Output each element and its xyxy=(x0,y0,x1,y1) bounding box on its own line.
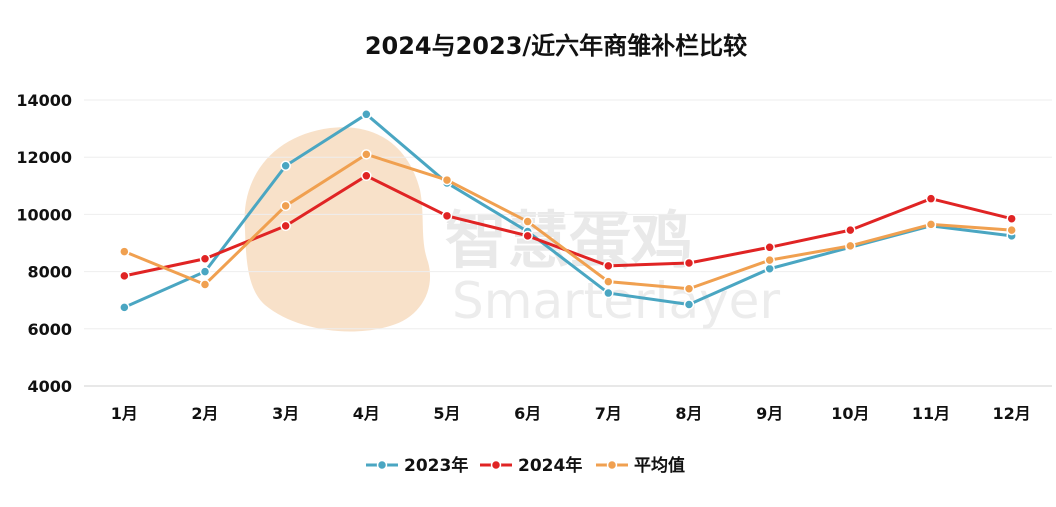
y-tick-label: 6000 xyxy=(27,320,72,339)
y-tick-label: 4000 xyxy=(27,377,72,396)
legend-label: 2023年 xyxy=(404,455,468,476)
y-axis: 4000 6000 8000 10000 12000 14000 xyxy=(16,91,72,396)
data-point xyxy=(441,174,453,186)
data-point xyxy=(845,224,856,236)
legend-swatch-marker xyxy=(490,459,502,471)
y-tick-label: 12000 xyxy=(16,148,72,167)
data-point xyxy=(603,260,614,272)
x-tick-label: 8月 xyxy=(675,404,702,423)
watermark-text-en: Smarterlayer xyxy=(452,272,780,330)
data-point xyxy=(683,283,695,295)
x-tick-label: 1月 xyxy=(111,404,138,423)
data-point xyxy=(683,299,695,310)
x-tick-label: 12月 xyxy=(993,404,1031,423)
data-point xyxy=(280,160,291,172)
data-point xyxy=(522,230,533,242)
data-point xyxy=(603,287,614,299)
data-point xyxy=(199,266,211,277)
y-tick-label: 8000 xyxy=(27,263,72,282)
series-line-2 xyxy=(122,152,1014,291)
data-point xyxy=(925,219,937,230)
x-tick-label: 10月 xyxy=(831,404,869,423)
series-group xyxy=(119,109,1017,313)
data-point xyxy=(119,302,130,313)
y-tick-label: 14000 xyxy=(16,91,72,110)
legend-swatch-marker xyxy=(606,459,618,471)
data-point xyxy=(199,279,211,290)
x-tick-label: 3月 xyxy=(272,404,299,423)
data-point xyxy=(764,254,775,266)
data-point xyxy=(441,210,453,222)
x-tick-label: 7月 xyxy=(595,404,622,423)
data-point xyxy=(1006,224,1017,236)
data-point xyxy=(119,246,130,257)
data-point xyxy=(361,170,372,182)
data-point xyxy=(764,263,775,274)
legend-label: 平均值 xyxy=(634,455,685,476)
data-point xyxy=(1006,213,1017,224)
y-tick-label: 10000 xyxy=(16,205,72,224)
data-point xyxy=(119,270,130,282)
data-point xyxy=(199,253,211,264)
x-tick-label: 2月 xyxy=(191,404,218,423)
chart-title: 2024与2023/近六年商雏补栏比较 xyxy=(365,32,747,60)
data-point xyxy=(603,276,614,287)
legend-label: 2024年 xyxy=(518,455,582,476)
data-point xyxy=(361,109,372,120)
x-tick-label: 6月 xyxy=(514,404,541,423)
data-point xyxy=(925,193,937,204)
x-tick-label: 9月 xyxy=(756,404,783,423)
data-point xyxy=(361,149,372,160)
data-point xyxy=(845,240,856,252)
legend: 2023年 2024年 平均值 xyxy=(366,455,685,476)
watermark-logo-icon xyxy=(244,127,431,332)
data-point xyxy=(280,220,291,232)
watermark-text-cn: 智慧蛋鸡 xyxy=(445,204,693,277)
grid-lines xyxy=(84,99,1052,387)
x-tick-label: 4月 xyxy=(353,404,380,423)
x-tick-label: 11月 xyxy=(912,404,950,423)
data-point xyxy=(764,242,775,253)
x-axis: 1月 2月 3月 4月 5月 6月 7月 8月 9月 10月 11月 12月 xyxy=(111,404,1031,423)
legend-swatch-marker xyxy=(376,459,388,471)
data-point xyxy=(683,257,695,269)
data-point xyxy=(522,216,533,227)
data-point xyxy=(280,200,291,212)
x-tick-label: 5月 xyxy=(433,404,460,423)
